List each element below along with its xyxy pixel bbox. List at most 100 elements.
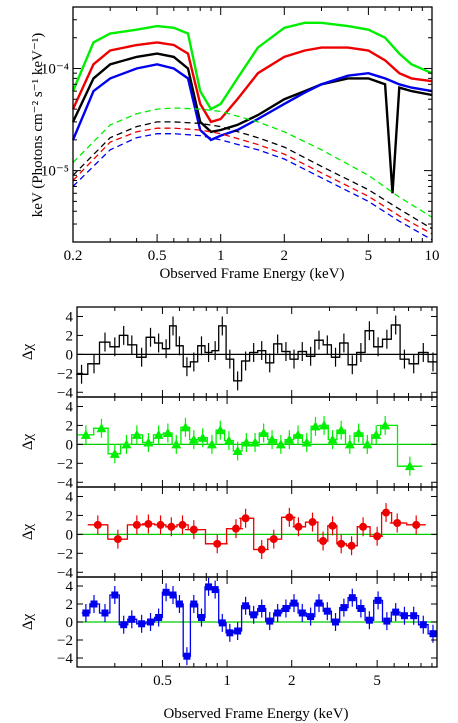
residual-point	[205, 583, 213, 591]
residual-y-tick-label: −4	[57, 475, 73, 491]
residual-point	[93, 520, 102, 529]
residual-point	[301, 437, 312, 447]
residual-point	[82, 609, 90, 617]
residual-point	[121, 439, 132, 449]
residual-point	[362, 439, 373, 449]
residual-point	[359, 522, 368, 531]
residual-y-axis-label: Δχ	[20, 344, 36, 361]
residual-y-tick-label: −4	[57, 385, 73, 401]
residual-point	[188, 434, 199, 444]
residual-point	[336, 425, 347, 435]
residual-point	[258, 605, 266, 612]
residual-step-red	[87, 511, 426, 551]
spectrum-y-ticks: 10⁻⁴ 10⁻⁵	[41, 6, 432, 243]
residual-point	[128, 615, 136, 623]
spectrum-x-tick-label: 5	[365, 248, 373, 264]
residual-point	[282, 605, 290, 612]
spectrum-series-black-dashed	[72, 121, 433, 230]
residual-point	[197, 614, 205, 621]
residual-frame-red	[76, 486, 438, 578]
residual-point	[169, 591, 177, 599]
residual-y-tick-label: 2	[66, 597, 74, 613]
residual-point	[232, 446, 243, 455]
residual-point	[101, 609, 109, 617]
residual-y-tick-label: 2	[66, 508, 74, 524]
residual-point	[298, 609, 306, 617]
residual-point	[393, 519, 402, 527]
spectrum-x-tick-label: 1	[217, 248, 225, 264]
residual-point	[183, 652, 191, 660]
residual-point	[365, 616, 373, 624]
spectrum-x-tick-label: 2	[281, 248, 289, 264]
residual-point	[162, 588, 170, 596]
residual-point	[284, 434, 295, 444]
residual-point	[315, 599, 323, 607]
residual-point	[206, 439, 217, 449]
residual-point	[382, 508, 391, 517]
residual-y-tick-label: 2	[66, 418, 74, 434]
residual-point	[357, 605, 365, 612]
residual-point	[373, 532, 382, 541]
residual-point	[156, 520, 165, 529]
residual-point	[132, 520, 141, 529]
spectrum-x-axis-label: Observed Frame Energy (keV)	[159, 266, 344, 282]
residual-x-tick-label: 2	[288, 673, 296, 689]
residual-point	[153, 429, 164, 439]
residual-point	[113, 535, 122, 544]
residual-point	[226, 629, 234, 637]
residual-point	[383, 617, 391, 625]
residual-point	[231, 524, 240, 533]
residual-point	[337, 539, 346, 548]
residual-point	[392, 608, 400, 616]
residual-point	[412, 520, 421, 529]
residual-point	[218, 619, 226, 627]
residual-y-tick-label: 0	[66, 437, 74, 453]
spectrum-y-tick-label: 10⁻⁵	[41, 164, 69, 180]
residual-y-tick-label: 0	[66, 347, 74, 363]
spectrum-y-tick-label: 10⁻⁴	[41, 61, 69, 77]
residual-point	[242, 602, 250, 610]
spectrum-x-ticks: 0.2 0.5 1 2 5 10	[64, 7, 440, 264]
residual-point	[241, 514, 250, 523]
residual-point	[162, 428, 173, 437]
residual-point	[400, 612, 408, 620]
residual-point	[211, 586, 219, 594]
residual-point	[250, 437, 261, 447]
residual-point	[171, 439, 182, 449]
residual-panel-blue: −4 −2 0 2 4 Δχ	[20, 576, 438, 668]
residual-point	[274, 609, 282, 617]
spectrum-series-group	[71, 21, 433, 241]
residual-x-tick-label: 1	[223, 673, 231, 689]
residual-y-tick-label: −2	[57, 633, 73, 649]
residual-y-tick-label: −2	[57, 546, 73, 562]
residual-panel-red: −4 −2 0 2 4 Δχ	[20, 486, 438, 581]
spectrum-x-tick-label: 10	[425, 248, 440, 264]
residual-y-tick-label: 0	[66, 527, 74, 543]
residual-point	[96, 423, 107, 433]
residual-point	[190, 600, 198, 608]
residual-point	[109, 448, 120, 458]
residual-point	[213, 539, 222, 548]
residual-point	[332, 618, 340, 626]
residual-y-tick-label: 4	[66, 399, 74, 415]
residual-point	[215, 425, 226, 435]
residual-point	[374, 596, 382, 604]
residual-point	[380, 420, 391, 430]
residual-y-axis-label: Δχ	[20, 524, 36, 541]
residual-point	[429, 630, 437, 638]
residual-point	[310, 421, 321, 431]
residual-point	[250, 611, 258, 619]
residual-point	[294, 522, 303, 531]
spectrum-series-green-solid	[71, 21, 433, 111]
residual-y-tick-label: 4	[66, 579, 74, 595]
residual-point	[269, 535, 278, 544]
residual-point	[293, 429, 304, 439]
residual-point	[167, 522, 176, 531]
residual-point	[347, 541, 356, 550]
residual-y-axis-label: Δχ	[20, 614, 36, 631]
residual-x-ticks: 0.5 1 2 5	[153, 673, 381, 689]
residual-point	[348, 594, 356, 602]
residual-point	[319, 420, 330, 430]
residual-y-axis-label: Δχ	[20, 434, 36, 451]
